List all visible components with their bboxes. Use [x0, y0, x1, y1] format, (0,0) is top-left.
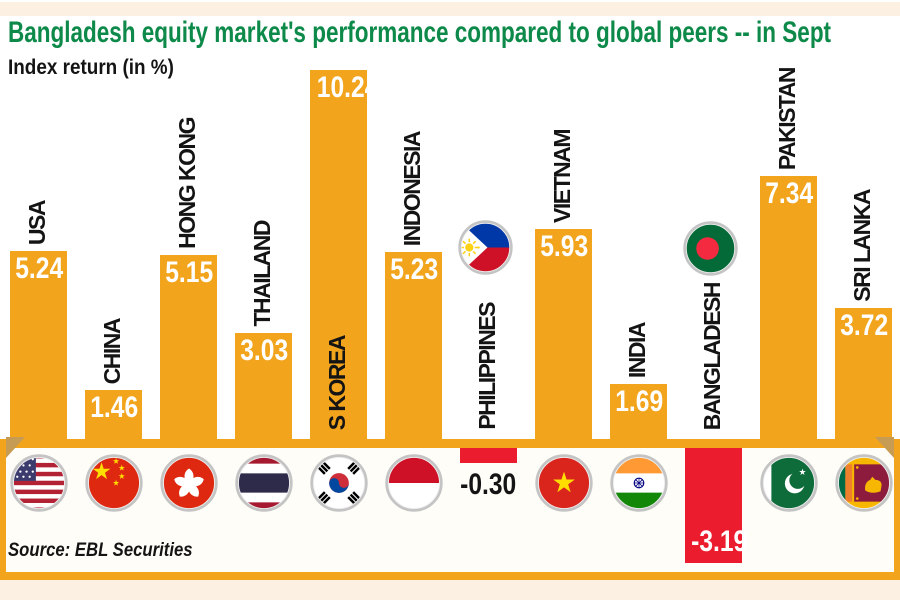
- sri-lanka-flag-icon: [835, 454, 893, 512]
- value-thailand: 3.03: [240, 334, 289, 367]
- page-title: Bangladesh equity market's performance c…: [8, 16, 832, 49]
- bar-philippines: [460, 448, 517, 463]
- value-indonesia: 5.23: [390, 253, 439, 286]
- ribbon-fold-right-icon: [875, 437, 894, 458]
- hong-kong-flag-icon: [160, 454, 218, 512]
- bottom-cream-band: [0, 580, 900, 600]
- value-china: 1.46: [90, 391, 139, 424]
- value-sri-lanka: 3.72: [840, 309, 889, 342]
- pakistan-flag-icon: [760, 454, 818, 512]
- label-bangladesh: BANGLADESH: [699, 282, 725, 430]
- indonesia-flag-icon: [385, 454, 443, 512]
- philippines-flag-icon: [458, 220, 513, 275]
- bar-bangladesh: [685, 448, 742, 563]
- label-vietnam: VIETNAM: [549, 130, 575, 223]
- label-india: INDIA: [624, 322, 650, 378]
- value-philippines: -0.30: [459, 468, 517, 501]
- label-philippines: PHILIPPINES: [474, 303, 500, 430]
- label-pakistan: PAKISTAN: [774, 67, 800, 170]
- bar-china: [85, 390, 142, 448]
- value-pakistan: 7.34: [765, 177, 814, 210]
- value-vietnam: 5.93: [540, 230, 589, 263]
- top-cream-band: [0, 2, 900, 16]
- bar-thailand: [235, 333, 292, 448]
- thailand-flag-icon: [235, 454, 293, 512]
- label-usa: USA: [24, 200, 50, 245]
- value-s-korea: 10.24: [316, 71, 379, 104]
- bar-pakistan: [760, 176, 817, 448]
- bar-hong-kong: [160, 255, 217, 448]
- bar-india: [610, 384, 667, 448]
- india-flag-icon: [610, 454, 668, 512]
- value-hong-kong: 5.15: [165, 256, 214, 289]
- footer-ribbon-inner: [6, 448, 894, 572]
- source-credit: Source: EBL Securities: [8, 540, 193, 561]
- label-china: CHINA: [99, 318, 125, 384]
- value-bangladesh: -3.19: [691, 525, 748, 558]
- label-s-korea: S KOREA: [324, 335, 350, 430]
- bangladesh-flag-icon: [683, 221, 738, 276]
- chart-subtitle: Index return (in %): [8, 56, 174, 79]
- bar-usa: [10, 251, 67, 448]
- label-hong-kong: HONG KONG: [174, 118, 200, 249]
- vietnam-flag-icon: [535, 454, 593, 512]
- value-usa: 5.24: [15, 252, 64, 285]
- label-indonesia: INDONESIA: [399, 131, 425, 246]
- label-sri-lanka: SRI LANKA: [849, 190, 875, 302]
- bar-indonesia: [385, 252, 442, 448]
- bar-sri-lanka: [835, 308, 892, 448]
- label-thailand: THAILAND: [249, 221, 275, 327]
- bar-s-korea: [310, 70, 367, 448]
- value-india: 1.69: [615, 385, 664, 418]
- china-flag-icon: [85, 454, 143, 512]
- south-korea-flag-icon: [310, 454, 368, 512]
- bar-vietnam: [535, 229, 592, 448]
- usa-flag-icon: [10, 454, 68, 512]
- ribbon-fold-left-icon: [6, 437, 25, 458]
